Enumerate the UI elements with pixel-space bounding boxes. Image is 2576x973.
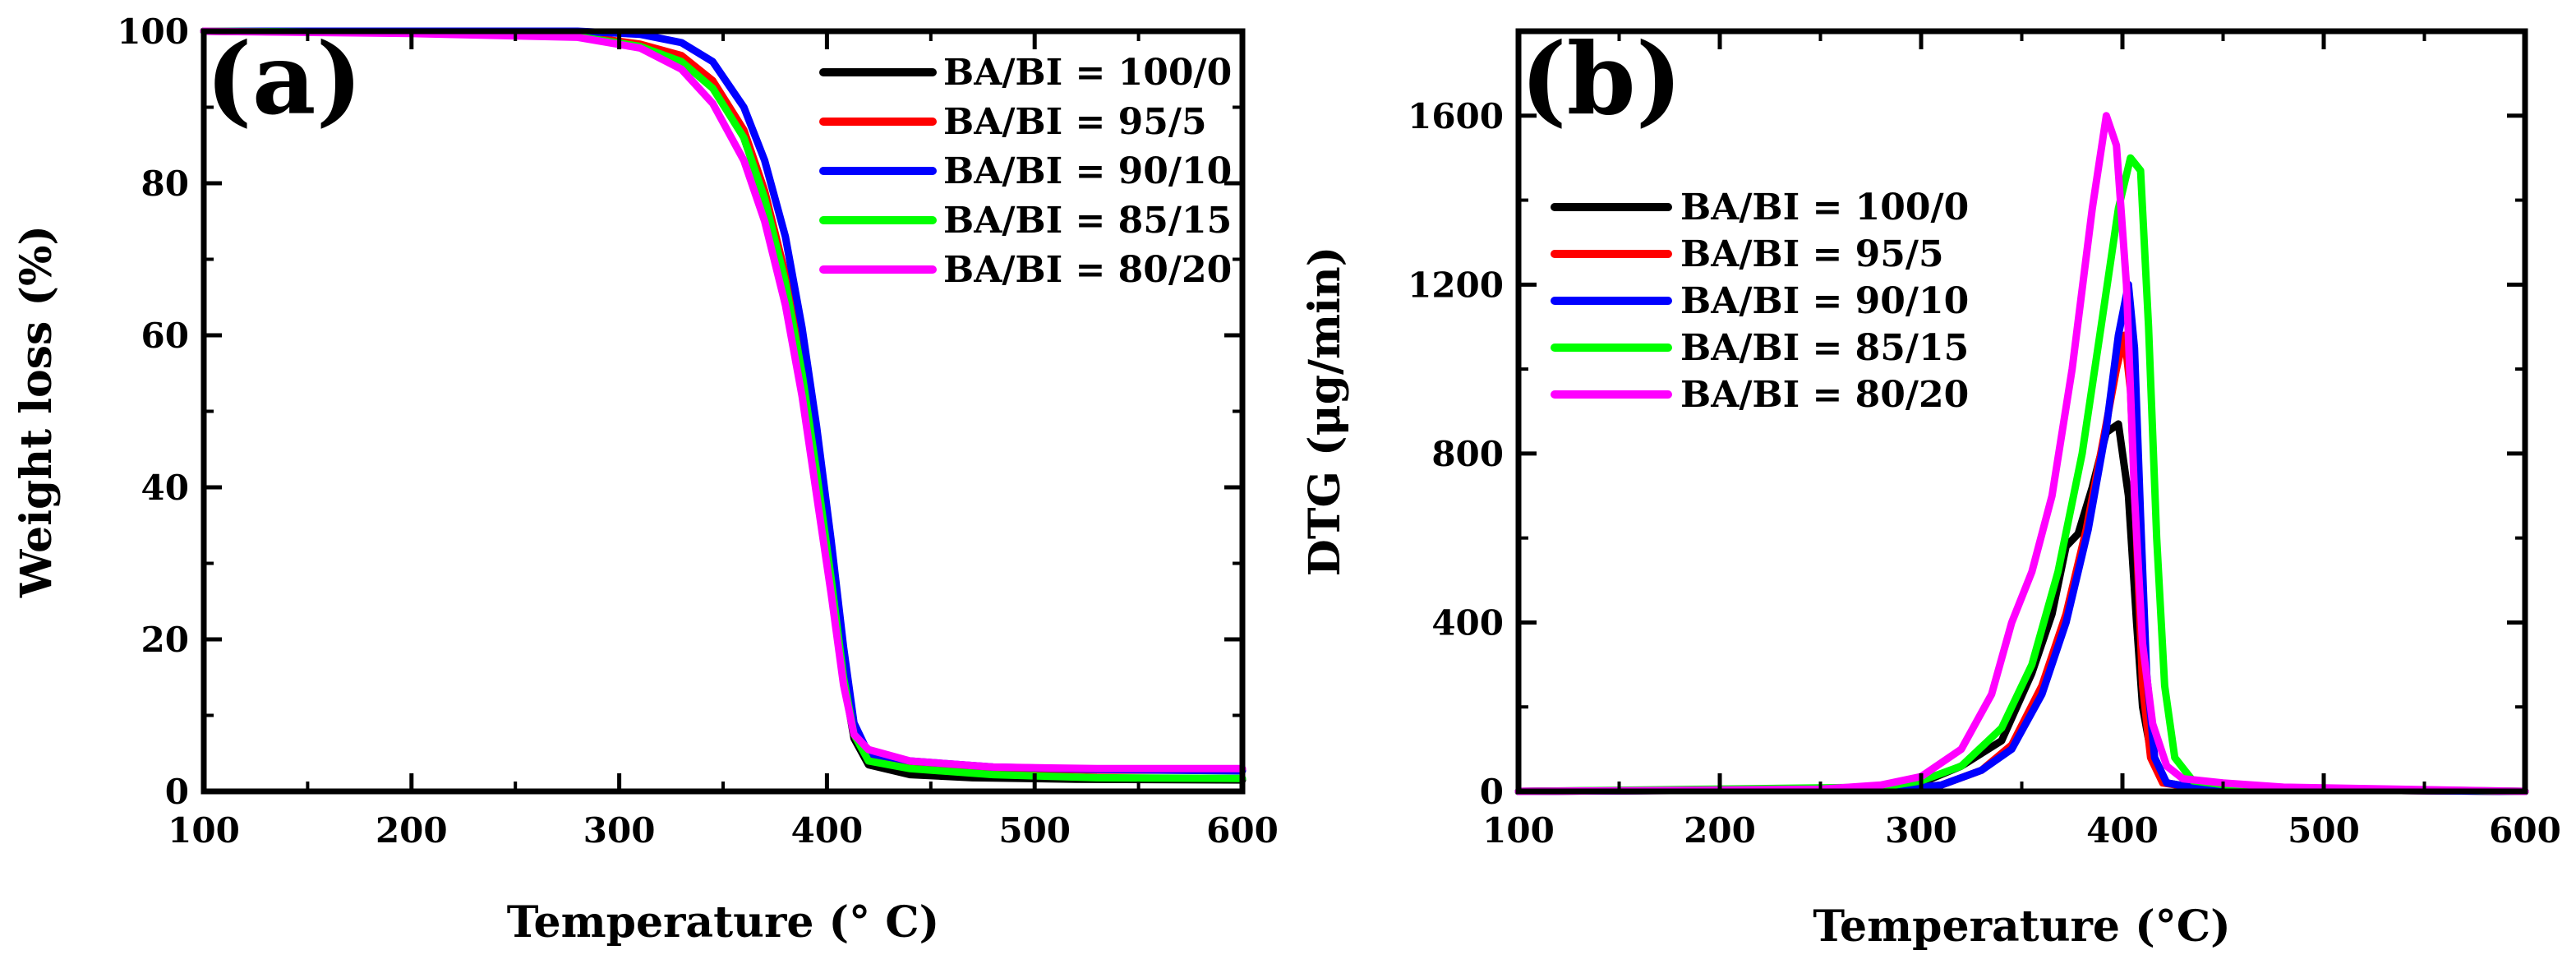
x-tick-label: 200 [376,810,448,851]
legend-label: BA/BI = 100/0 [943,52,1232,94]
x-tick-label: 300 [1885,810,1957,851]
y-tick-label: 800 [1431,434,1504,474]
y-tick-label: 0 [165,772,189,812]
x-tick-label: 400 [2086,810,2159,851]
x-tick-label: 500 [998,810,1071,851]
x-tick-label: 400 [791,810,864,851]
x-tick-label: 100 [168,810,240,851]
y-tick-label: 100 [117,12,189,52]
panel-a-tga-chart: 100 200 300 400 500 600 0 20 40 60 80 100 Temperatur… [12,12,1279,948]
series-line-3 [1514,280,2529,795]
legend-label: BA/BI = 80/20 [1680,374,1969,416]
y-tick-label: 20 [141,620,189,660]
x-tick-label: 300 [583,810,656,851]
legend-label: BA/BI = 95/5 [1680,233,1944,275]
legend-label: BA/BI = 100/0 [1680,187,1969,228]
y-axis-title: Weight loss (%) [12,225,62,598]
y-tick-label: 40 [141,468,189,508]
y-tick-label: 60 [141,316,189,356]
series-line-4 [200,27,1247,782]
y-tick-label: 0 [1480,772,1504,812]
x-tick-label: 200 [1684,810,1756,851]
series-line-5 [1514,112,2529,795]
y-tick-label: 1600 [1408,96,1504,136]
x-tick-label: 600 [2489,810,2561,851]
y-tick-label: 400 [1431,602,1504,643]
x-tick-label: 500 [2288,810,2360,851]
x-axis-title: Temperature (°C) [1813,902,2230,952]
panel-label: (a) [205,21,362,137]
series-line-5 [200,27,1247,772]
legend-label: BA/BI = 85/15 [943,200,1232,242]
legend-label: BA/BI = 90/10 [943,150,1232,192]
legend-label: BA/BI = 85/15 [1680,327,1969,369]
y-axis-title: DTG (μg/min) [1300,247,1350,577]
panel-label: (b) [1520,21,1682,137]
y-tick-label: 1200 [1408,265,1504,305]
y-tick-label: 80 [141,164,189,204]
x-axis-title: Temperature (° C) [507,897,939,948]
legend-label: BA/BI = 95/5 [943,101,1207,143]
x-tick-label: 100 [1482,810,1555,851]
series-line-1 [200,27,1247,784]
x-tick-label: 600 [1206,810,1279,851]
legend-label: BA/BI = 80/20 [943,249,1232,291]
panel-b-dtg-chart: 100 200 300 400 500 600 0 400 800 1200 1600 Tempera… [1300,21,2561,952]
legend-label: BA/BI = 90/10 [1680,280,1969,322]
plot-frame [200,28,1246,795]
series-line-2 [1514,331,2529,795]
